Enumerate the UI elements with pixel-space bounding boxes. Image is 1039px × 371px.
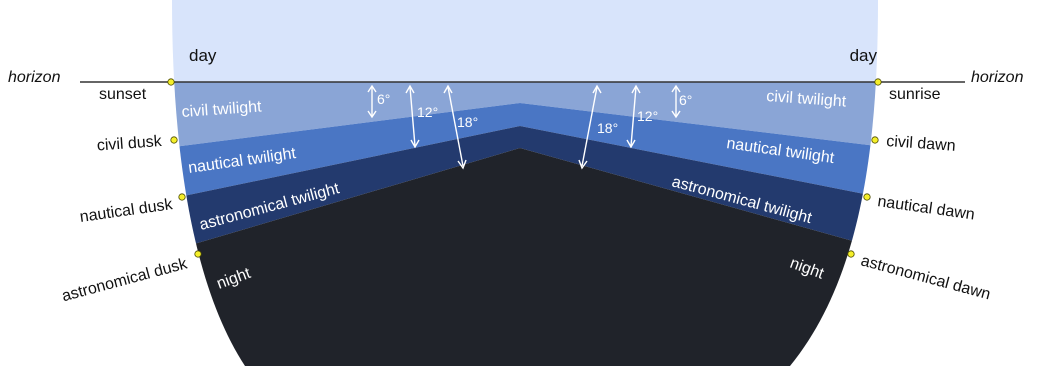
left-12deg-arrow <box>409 86 416 147</box>
right-18deg-label: 18° <box>597 120 618 136</box>
sunset-label: sunset <box>99 86 147 103</box>
left-18deg-arrowhead-top <box>443 84 453 94</box>
event-markers <box>167 78 882 258</box>
left-6deg-arrowhead-bottom <box>367 110 377 119</box>
right-6deg-label: 6° <box>679 92 692 108</box>
astronomical-dawn-label: astronomical dawn <box>859 252 992 303</box>
astronomical-dusk-label: astronomical dusk <box>60 255 190 305</box>
left-6deg-arrowhead-top <box>367 84 377 93</box>
astronomical-twilight-band <box>172 126 878 257</box>
horizon-label-right: horizon <box>971 69 1024 86</box>
nautical-dusk-marker <box>178 193 186 201</box>
right-12deg-arrow <box>630 86 637 147</box>
civil-dawn-marker <box>871 136 879 144</box>
left-12deg-label: 12° <box>417 104 438 120</box>
left-12deg-arrowhead-top <box>405 84 415 94</box>
right-18deg-arrow <box>581 86 598 167</box>
right-18deg-arrowhead-top <box>592 84 602 94</box>
astronomical-dawn-marker <box>847 250 855 258</box>
civil-dusk-marker <box>170 136 178 144</box>
angle-arrows <box>367 84 681 170</box>
sky-bands <box>172 0 878 366</box>
left-6deg-label: 6° <box>377 91 390 107</box>
civil-twilight-label-right: civil twilight <box>766 88 848 111</box>
right-12deg-arrowhead-bottom <box>626 139 636 149</box>
right-18deg-arrowhead-bottom <box>578 159 588 170</box>
day-band <box>172 0 878 82</box>
astronomical-dusk-marker <box>194 250 202 258</box>
sunset-marker <box>167 78 175 86</box>
right-6deg-arrowhead-top <box>671 84 681 93</box>
nautical-dawn-label: nautical dawn <box>876 193 975 223</box>
left-18deg-arrow <box>447 86 464 167</box>
civil-twilight-band <box>172 82 878 150</box>
civil-dawn-label: civil dawn <box>886 133 956 155</box>
sunrise-label: sunrise <box>889 86 941 103</box>
day-label-right: day <box>850 46 878 65</box>
right-6deg-arrowhead-bottom <box>671 110 681 119</box>
left-12deg-arrowhead-bottom <box>410 139 420 149</box>
day-label-left: day <box>189 46 217 65</box>
night-band <box>172 148 878 366</box>
sunrise-marker <box>874 78 882 86</box>
civil-twilight-label-left: civil twilight <box>181 98 263 121</box>
left-18deg-label: 18° <box>457 114 478 130</box>
nautical-dawn-marker <box>863 193 871 201</box>
right-12deg-label: 12° <box>637 108 658 124</box>
horizon-label-left: horizon <box>8 69 61 86</box>
civil-dusk-label: civil dusk <box>96 133 163 155</box>
nautical-dusk-label: nautical dusk <box>79 196 175 226</box>
right-12deg-arrowhead-top <box>631 84 641 94</box>
nautical-twilight-band <box>172 103 878 203</box>
left-18deg-arrowhead-bottom <box>457 159 467 170</box>
